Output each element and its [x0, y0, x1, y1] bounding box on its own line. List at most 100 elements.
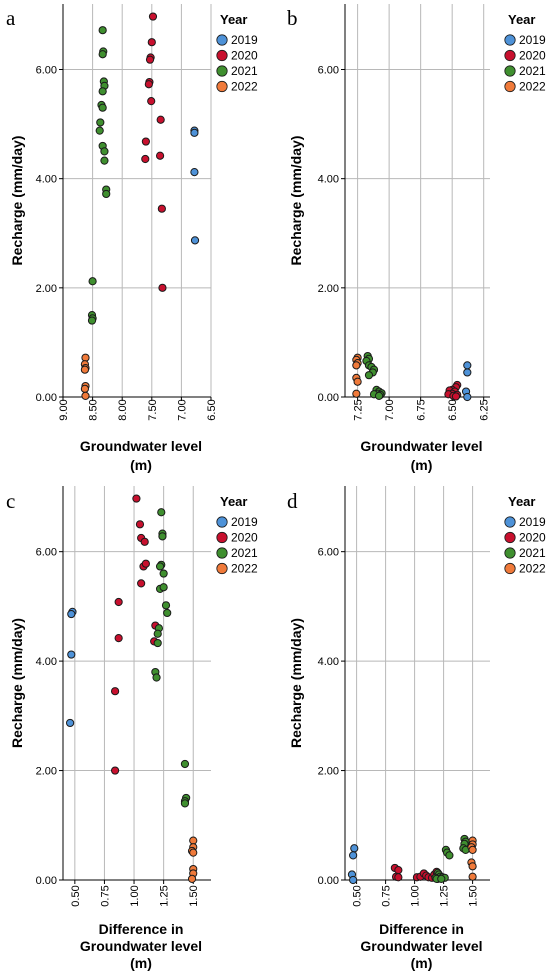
data-point-2022: [352, 361, 361, 370]
data-point-2020: [110, 766, 120, 775]
legend-marker-2019: [504, 34, 516, 46]
y-tick-label: 2.00: [36, 766, 57, 778]
y-tick-label: 0.00: [36, 392, 57, 404]
legend-title: Year: [220, 12, 247, 27]
data-point-2020: [451, 392, 461, 401]
chart-panel-c: 0.00 2.00 4.00 6.00 0.50 0.75 1.00 1.25 1.50 Rech…: [6, 486, 258, 971]
data-point-2020: [114, 634, 123, 643]
legend-title: Year: [220, 494, 247, 509]
legend-marker-2021: [504, 65, 516, 77]
x-axis-title: Difference in Groundwater level (m): [360, 921, 482, 971]
data-point-2021: [152, 673, 161, 682]
x-axis-title-line: (m): [411, 457, 433, 473]
data-point-2019: [463, 368, 472, 377]
y-axis-title: Recharge (mm/day): [9, 618, 25, 748]
legend-label-2019: 2019: [231, 33, 258, 47]
data-point-2019: [349, 875, 358, 885]
x-tick-label: 1.25: [159, 885, 171, 906]
x-axis-title: Groundwater level (m): [80, 438, 202, 473]
y-tick-label: 4.00: [318, 656, 339, 668]
chart-panel-a: 0.00 2.00 4.00 6.00 9.00 8.50 8.00 7.50 7.00 6.50…: [6, 4, 258, 473]
legend-marker-2021: [216, 65, 228, 77]
legend-label-2022: 2022: [231, 562, 258, 576]
y-axis-title: Recharge (mm/day): [288, 618, 304, 748]
data-point-2020: [158, 283, 167, 292]
x-tick-label: 7.50: [147, 399, 159, 420]
data-point-2020: [144, 80, 153, 89]
data-point-2021: [153, 638, 162, 648]
x-tick-label: 6.50: [447, 399, 459, 420]
panel-letter: c: [6, 489, 15, 513]
data-point-2019: [66, 718, 75, 728]
x-axis-title-line: (m): [130, 457, 152, 473]
data-point-2021: [96, 118, 105, 127]
data-point-2020: [114, 597, 123, 607]
data-point-2020: [156, 115, 165, 124]
data-point-2020: [147, 38, 156, 47]
data-point-2022: [352, 389, 361, 398]
data-point-2021: [180, 759, 190, 769]
data-point-2020: [155, 151, 165, 160]
data-point-2021: [437, 874, 446, 884]
data-point-2021: [95, 126, 104, 135]
data-point-2022: [80, 384, 90, 393]
legend-marker-2019: [216, 516, 228, 528]
data-point-2020: [157, 204, 166, 213]
data-point-2019: [67, 609, 76, 619]
x-axis-title-line: (m): [411, 955, 433, 971]
legend-label-2021: 2021: [231, 546, 258, 560]
data-point-2021: [155, 562, 165, 571]
y-tick-label: 6.00: [318, 65, 339, 77]
legend-label-2022: 2022: [519, 562, 546, 576]
data-point-2021: [180, 799, 190, 808]
legend-marker-2021: [216, 547, 228, 559]
x-tick-label: 6.50: [206, 399, 218, 420]
data-point-2020: [141, 559, 150, 568]
data-point-2019: [190, 236, 200, 245]
x-axis-title-line: Difference in: [379, 921, 464, 937]
legend-title: Year: [508, 12, 535, 27]
data-point-2019: [463, 392, 472, 402]
data-point-2020: [147, 97, 156, 106]
y-tick-label: 4.00: [36, 174, 57, 186]
data-point-2021: [87, 316, 97, 325]
legend-marker-2022: [216, 80, 228, 93]
x-axis-title-line: Groundwater level: [360, 938, 482, 954]
data-point-2022: [187, 874, 197, 884]
x-tick-label: 0.75: [381, 885, 393, 906]
data-point-2021: [100, 147, 109, 156]
data-point-2021: [161, 601, 171, 610]
x-tick-label: 0.50: [70, 885, 82, 906]
y-tick-label: 6.00: [36, 547, 57, 559]
data-point-2021: [100, 156, 109, 165]
x-tick-label: 8.00: [117, 399, 129, 420]
legend-marker-2021: [504, 547, 516, 559]
data-point-2020: [141, 154, 150, 164]
panel-letter: a: [6, 6, 16, 30]
legend-label-2020: 2020: [519, 531, 546, 545]
legend-label-2021: 2021: [231, 64, 258, 78]
x-axis-title-line: Groundwater level: [80, 438, 202, 454]
panel-letter: b: [287, 6, 298, 30]
legend-marker-2022: [504, 562, 516, 575]
x-tick-label: 6.25: [479, 399, 491, 420]
y-axis-title: Recharge (mm/day): [9, 136, 25, 266]
data-point-2021: [153, 629, 162, 638]
data-point-2020: [148, 12, 158, 21]
data-point-2021: [98, 26, 107, 35]
data-point-2019: [349, 851, 358, 860]
x-tick-label: 0.75: [99, 885, 111, 906]
legend-marker-2020: [216, 49, 228, 62]
data-point-2021: [445, 851, 454, 860]
data-point-2020: [137, 579, 146, 588]
legend-marker-2019: [216, 34, 228, 46]
y-tick-label: 6.00: [318, 547, 339, 559]
x-tick-label: 7.00: [384, 399, 396, 420]
data-point-2021: [157, 508, 166, 517]
x-tick-label: 6.75: [416, 399, 428, 420]
x-tick-label: 1.00: [129, 885, 141, 906]
legend-label-2021: 2021: [519, 546, 546, 560]
